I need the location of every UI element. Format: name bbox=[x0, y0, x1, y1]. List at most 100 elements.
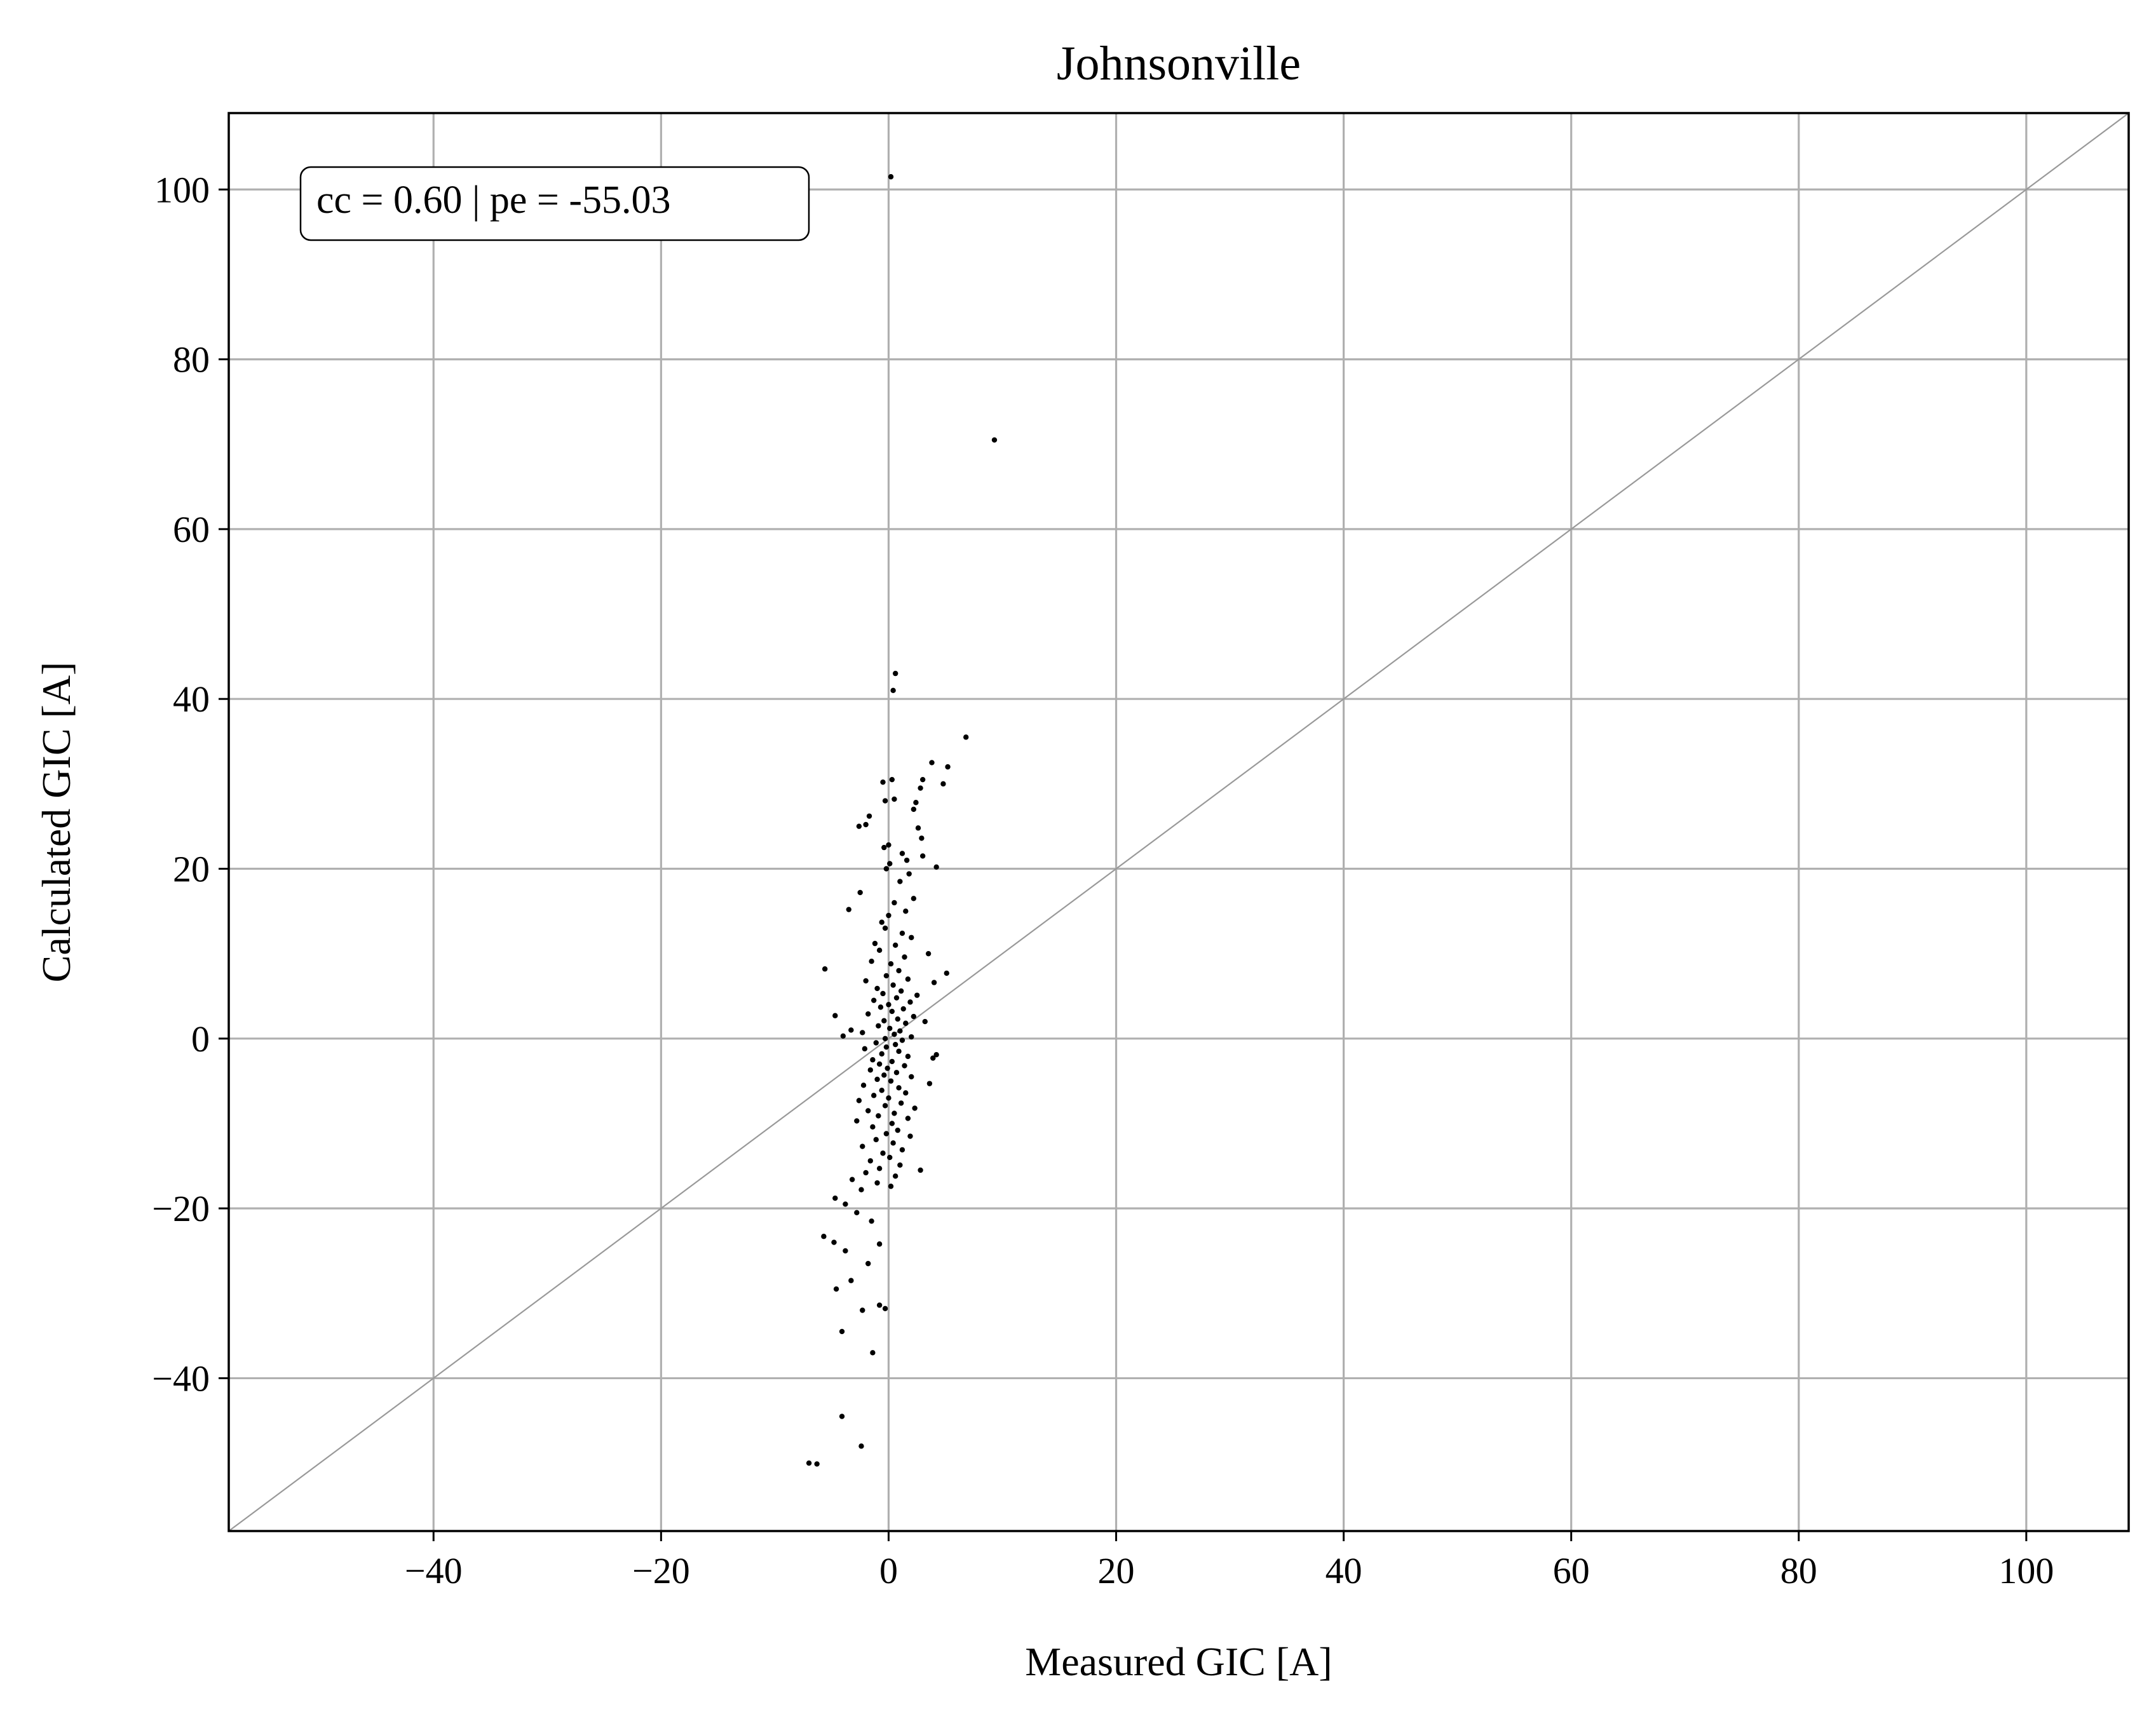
data-point bbox=[887, 861, 893, 867]
data-point bbox=[860, 1144, 865, 1149]
data-point bbox=[876, 1113, 881, 1119]
y-axis-ticks: −40 −20 0 20 40 60 80 100 bbox=[152, 169, 229, 1399]
data-point bbox=[888, 961, 894, 967]
data-point bbox=[867, 1158, 873, 1164]
data-point bbox=[870, 1057, 876, 1063]
data-point bbox=[897, 1162, 903, 1168]
chart-title: Johnsonville bbox=[1057, 37, 1301, 90]
stats-annotation-text: cc = 0.60 | pe = -55.03 bbox=[316, 179, 671, 222]
data-point bbox=[896, 1048, 902, 1055]
data-point bbox=[881, 1072, 887, 1078]
data-point bbox=[871, 997, 877, 1003]
data-point bbox=[858, 1187, 864, 1192]
data-point bbox=[887, 1025, 893, 1031]
data-point bbox=[892, 796, 897, 802]
data-point bbox=[869, 1218, 874, 1224]
data-point bbox=[902, 1063, 907, 1069]
stats-annotation-box bbox=[299, 166, 810, 241]
data-point bbox=[831, 1239, 837, 1245]
data-point bbox=[911, 1013, 917, 1020]
data-point bbox=[905, 1116, 911, 1121]
data-point bbox=[889, 776, 895, 783]
data-point bbox=[888, 1078, 894, 1084]
reference-line-y-equals-x bbox=[228, 112, 2129, 1532]
data-point bbox=[857, 889, 863, 896]
data-point bbox=[865, 1011, 871, 1017]
data-point bbox=[905, 1053, 911, 1060]
data-point bbox=[890, 1140, 896, 1146]
data-point bbox=[839, 1328, 845, 1335]
data-point bbox=[918, 785, 923, 791]
data-point bbox=[876, 1061, 883, 1067]
data-point bbox=[931, 980, 937, 985]
data-point bbox=[806, 1460, 812, 1466]
data-point bbox=[843, 1248, 848, 1254]
data-point bbox=[892, 1041, 898, 1048]
data-point bbox=[858, 1443, 864, 1449]
y-tick-label: 20 bbox=[173, 849, 210, 890]
data-point bbox=[860, 1083, 867, 1088]
data-point bbox=[873, 1040, 879, 1046]
data-point bbox=[863, 978, 869, 984]
data-point bbox=[871, 1093, 877, 1098]
data-point bbox=[882, 925, 888, 931]
data-point bbox=[849, 1177, 855, 1182]
data-point bbox=[882, 798, 888, 804]
x-tick-label: 0 bbox=[879, 1550, 898, 1591]
data-point bbox=[940, 781, 946, 787]
data-point bbox=[865, 1260, 871, 1267]
data-point bbox=[880, 779, 886, 785]
y-tick-label: 0 bbox=[191, 1018, 210, 1060]
grid bbox=[229, 113, 2129, 1531]
data-point bbox=[886, 912, 892, 919]
data-point bbox=[887, 1154, 893, 1161]
data-point bbox=[876, 947, 883, 954]
data-point bbox=[909, 1074, 914, 1080]
y-tick-label: −20 bbox=[152, 1188, 210, 1229]
y-tick-label: 100 bbox=[154, 169, 210, 210]
data-point bbox=[846, 907, 851, 912]
data-point bbox=[840, 1033, 846, 1039]
data-point bbox=[876, 1302, 883, 1308]
data-point bbox=[907, 1133, 913, 1139]
data-point bbox=[888, 1184, 894, 1189]
data-point bbox=[867, 1067, 873, 1073]
data-point bbox=[883, 1131, 890, 1137]
data-point bbox=[886, 1002, 892, 1008]
data-point bbox=[919, 853, 926, 859]
data-point bbox=[876, 1023, 881, 1029]
y-axis-title: Calculated GIC [A] bbox=[34, 662, 79, 983]
data-point bbox=[898, 988, 904, 994]
data-point bbox=[918, 1167, 923, 1173]
y-tick-label: 40 bbox=[173, 678, 210, 720]
data-point bbox=[869, 958, 874, 964]
data-point bbox=[919, 776, 926, 783]
data-point bbox=[899, 851, 905, 856]
data-point bbox=[897, 1028, 903, 1034]
data-point bbox=[890, 687, 896, 694]
data-point bbox=[873, 1137, 879, 1143]
data-point bbox=[925, 950, 932, 957]
data-point bbox=[892, 670, 898, 677]
data-point bbox=[944, 970, 949, 976]
x-tick-label: 60 bbox=[1553, 1550, 1590, 1591]
x-tick-label: 20 bbox=[1098, 1550, 1135, 1591]
data-point bbox=[890, 982, 896, 988]
data-point bbox=[863, 1170, 869, 1176]
data-point bbox=[883, 866, 890, 872]
data-point bbox=[899, 1037, 905, 1043]
data-point bbox=[882, 1036, 888, 1042]
data-point bbox=[870, 1124, 876, 1130]
data-point bbox=[832, 1013, 838, 1018]
data-point bbox=[863, 821, 869, 828]
data-point bbox=[933, 864, 939, 870]
data-point bbox=[963, 734, 969, 740]
data-point bbox=[866, 813, 872, 819]
data-point bbox=[912, 1105, 918, 1111]
data-point bbox=[892, 1031, 897, 1037]
data-point bbox=[879, 919, 885, 925]
data-point bbox=[903, 1090, 909, 1096]
data-point bbox=[900, 1006, 906, 1012]
